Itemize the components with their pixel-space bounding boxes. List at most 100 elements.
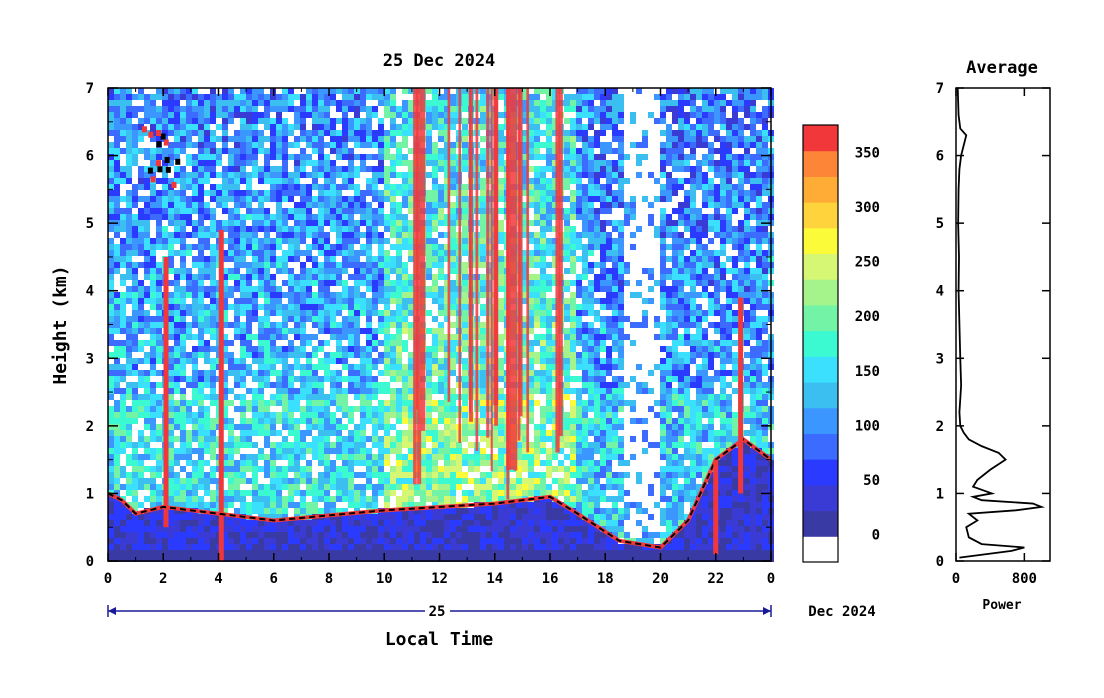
heatmap-cell	[108, 202, 114, 208]
heatmap-cell	[486, 520, 492, 526]
heatmap-cell	[420, 454, 426, 460]
heatmap-cell	[372, 514, 378, 520]
heatmap-cell	[282, 328, 288, 334]
heatmap-cell	[360, 310, 366, 316]
heatmap-cell	[108, 316, 114, 322]
heatmap-cell	[264, 340, 270, 346]
heatmap-cell	[300, 214, 306, 220]
heatmap-cell	[384, 190, 390, 196]
heatmap-cell	[186, 334, 192, 340]
heatmap-cell	[462, 520, 468, 526]
heatmap-cell	[408, 106, 414, 112]
heatmap-cell	[480, 310, 486, 316]
heatmap-cell	[210, 322, 216, 328]
heatmap-cell	[180, 424, 186, 430]
heatmap-cell	[294, 430, 300, 436]
heatmap-cell	[438, 286, 444, 292]
heatmap-cell	[144, 268, 150, 274]
heatmap-cell	[174, 118, 180, 124]
heatmap-cell	[498, 160, 504, 166]
heatmap-cell	[522, 328, 528, 334]
heatmap-cell	[384, 424, 390, 430]
heatmap-cell	[360, 136, 366, 142]
heatmap-cell	[198, 514, 204, 520]
heatmap-cell	[444, 514, 450, 520]
heatmap-cell	[432, 502, 438, 508]
heatmap-cell	[144, 298, 150, 304]
heatmap-cell	[138, 286, 144, 292]
heatmap-cell	[462, 142, 468, 148]
heatmap-cell	[348, 226, 354, 232]
heatmap-cell	[132, 244, 138, 250]
heatmap-cell	[432, 190, 438, 196]
heatmap-cell	[258, 538, 264, 544]
heatmap-cell	[432, 202, 438, 208]
heatmap-cell	[258, 220, 264, 226]
heatmap-cell	[156, 346, 162, 352]
heatmap-cell	[234, 520, 240, 526]
heatmap-cell	[150, 124, 156, 130]
heatmap-cell	[282, 418, 288, 424]
heatmap-cell	[372, 538, 378, 544]
heatmap-cell	[222, 112, 228, 118]
heatmap-cell	[108, 424, 114, 430]
heatmap-cell	[432, 370, 438, 376]
heatmap-cell	[210, 472, 216, 478]
heatmap-cell	[198, 448, 204, 454]
heatmap-cell	[498, 412, 504, 418]
heatmap-cell	[306, 394, 312, 400]
heatmap-cell	[300, 394, 306, 400]
heatmap-cell	[384, 280, 390, 286]
heatmap-cell	[312, 268, 318, 274]
heatmap-cell	[354, 352, 360, 358]
heatmap-cell	[384, 550, 390, 556]
heatmap-cell	[306, 358, 312, 364]
heatmap-cell	[192, 106, 198, 112]
heatmap-cell	[138, 328, 144, 334]
heatmap-cell	[264, 364, 270, 370]
heatmap-cell	[354, 124, 360, 130]
heatmap-cell	[126, 490, 132, 496]
heatmap-cell	[180, 406, 186, 412]
heatmap-cell	[144, 448, 150, 454]
heatmap-cell	[264, 292, 270, 298]
heatmap-cell	[528, 382, 534, 388]
heatmap-cell	[366, 478, 372, 484]
heatmap-cell	[174, 538, 180, 544]
heatmap-cell	[408, 376, 414, 382]
heatmap-cell	[150, 430, 156, 436]
heatmap-cell	[534, 316, 540, 322]
heatmap-cell	[276, 298, 282, 304]
heatmap-cell	[324, 160, 330, 166]
heatmap-cell	[324, 508, 330, 514]
heatmap-cell	[180, 430, 186, 436]
heatmap-cell	[342, 298, 348, 304]
heatmap-cell	[240, 88, 246, 94]
heatmap-cell	[186, 208, 192, 214]
heatmap-cell	[132, 526, 138, 532]
heatmap-cell	[252, 418, 258, 424]
heatmap-cell	[408, 310, 414, 316]
heatmap-cell	[330, 172, 336, 178]
heatmap-cell	[252, 478, 258, 484]
heatmap-cell	[390, 550, 396, 556]
heatmap-cell	[198, 208, 204, 214]
heatmap-cell	[168, 556, 174, 562]
heatmap-cell	[192, 400, 198, 406]
heatmap-cell	[498, 418, 504, 424]
heatmap-cell	[282, 322, 288, 328]
heatmap-cell	[138, 238, 144, 244]
heatmap-cell	[306, 88, 312, 94]
heatmap-cell	[312, 400, 318, 406]
heatmap-cell	[222, 304, 228, 310]
heatmap-cell	[432, 256, 438, 262]
heatmap-cell	[402, 112, 408, 118]
heatmap-cell	[264, 310, 270, 316]
heatmap-cell	[198, 436, 204, 442]
heatmap-cell	[402, 454, 408, 460]
heatmap-cell	[276, 292, 282, 298]
heatmap-cell	[288, 286, 294, 292]
heatmap-cell	[258, 352, 264, 358]
heatmap-cell	[462, 220, 468, 226]
heatmap-cell	[342, 496, 348, 502]
